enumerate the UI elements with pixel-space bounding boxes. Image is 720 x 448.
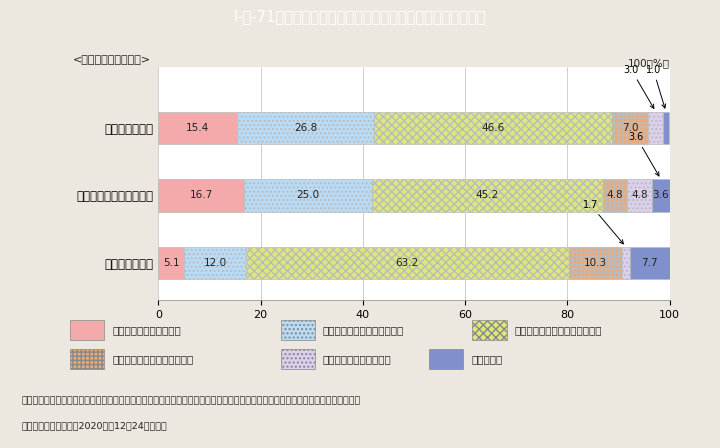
Bar <box>569 247 621 279</box>
Text: 15.4: 15.4 <box>186 123 210 133</box>
Bar <box>663 112 669 144</box>
Text: 7.0: 7.0 <box>622 123 639 133</box>
Bar <box>612 112 648 144</box>
Text: 夫婦の関係がやや悪くなった: 夫婦の関係がやや悪くなった <box>112 354 194 364</box>
Bar <box>652 179 670 212</box>
Text: <役割分担の変化内容>: <役割分担の変化内容> <box>73 55 151 65</box>
Text: 1.7: 1.7 <box>582 200 624 244</box>
Text: 3.6: 3.6 <box>629 132 659 176</box>
Bar <box>158 247 184 279</box>
Bar <box>603 179 627 212</box>
Bar <box>630 247 670 279</box>
Text: 夫婦の関係が良くなった: 夫婦の関係が良くなった <box>112 325 181 335</box>
Text: 4.8: 4.8 <box>606 190 624 201</box>
Text: ２．令和２（2020）年12月24日公表。: ２．令和２（2020）年12月24日公表。 <box>22 421 167 430</box>
Bar <box>621 247 630 279</box>
Bar <box>184 247 246 279</box>
Text: 夫婦の関係はおおむね変化ない: 夫婦の関係はおおむね変化ない <box>515 325 602 335</box>
Text: 7.7: 7.7 <box>642 258 658 268</box>
Text: 25.0: 25.0 <box>296 190 319 201</box>
Bar <box>244 179 372 212</box>
Text: わからない: わからない <box>471 354 503 364</box>
Text: 12.0: 12.0 <box>204 258 227 268</box>
Bar <box>648 112 663 144</box>
Text: 26.8: 26.8 <box>294 123 318 133</box>
Text: 3.0: 3.0 <box>624 65 654 108</box>
Text: （備考）１．内閣府「第２回　新型コロナウイルス感染症の影響下における生活意識・行動の変化に関する調査」より引用・作成。: （備考）１．内閣府「第２回 新型コロナウイルス感染症の影響下における生活意識・行… <box>22 396 361 405</box>
Bar <box>281 320 315 340</box>
Text: 100（%）: 100（%） <box>628 59 670 69</box>
Bar <box>429 349 463 369</box>
Text: 5.1: 5.1 <box>163 258 180 268</box>
Bar <box>372 179 603 212</box>
Bar <box>472 320 507 340</box>
Bar <box>158 179 244 212</box>
Text: 1.0: 1.0 <box>646 65 665 108</box>
Bar <box>246 247 569 279</box>
Bar <box>158 112 237 144</box>
Bar <box>627 179 652 212</box>
Text: 夫婦の関係がやや良くなった: 夫婦の関係がやや良くなった <box>323 325 404 335</box>
Text: 45.2: 45.2 <box>475 190 499 201</box>
Bar <box>281 349 315 369</box>
Text: I-特-71図　家庭内の家事・育児分担の変化と夫婦関係の変化: I-特-71図 家庭内の家事・育児分担の変化と夫婦関係の変化 <box>234 9 486 24</box>
Text: 46.6: 46.6 <box>482 123 505 133</box>
Text: 10.3: 10.3 <box>584 258 607 268</box>
Text: 16.7: 16.7 <box>189 190 212 201</box>
Bar <box>237 112 374 144</box>
Bar <box>70 320 104 340</box>
Bar <box>374 112 612 144</box>
Text: 63.2: 63.2 <box>396 258 419 268</box>
Bar <box>70 349 104 369</box>
Text: 夫婦の関係が悪くなった: 夫婦の関係が悪くなった <box>323 354 392 364</box>
Text: 4.8: 4.8 <box>631 190 648 201</box>
Text: 3.6: 3.6 <box>652 190 669 201</box>
